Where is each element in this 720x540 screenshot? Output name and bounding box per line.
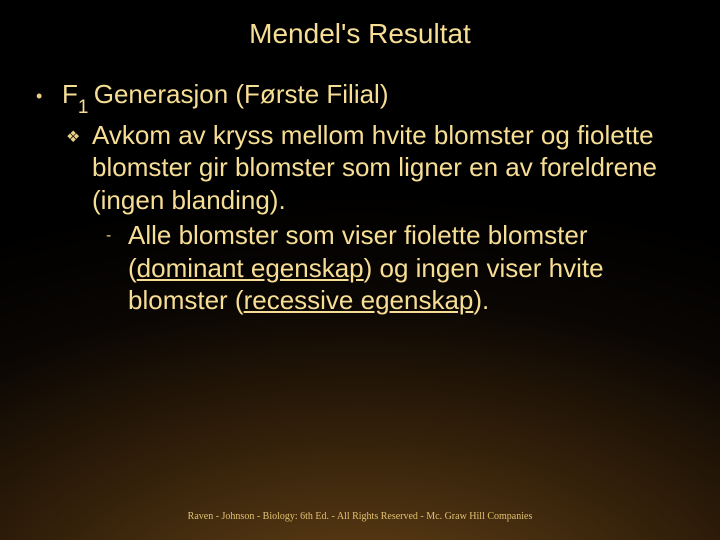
level-2-text: Avkom av kryss mellom hvite blomster og … <box>92 119 688 217</box>
slide-title: Mendel's Resultat <box>0 0 720 50</box>
underline-recessive: recessive egenskap <box>244 285 474 315</box>
level-3-body: Alle blomster som viser fiolette blomste… <box>128 219 688 317</box>
level-2-body: Avkom av kryss mellom hvite blomster og … <box>92 119 688 317</box>
level-1-heading: F1 Generasjon (Første Filial) <box>62 78 688 116</box>
slide-content: • F1 Generasjon (Første Filial) ❖ Avkom … <box>0 50 720 317</box>
bullet-level-2: ❖ Avkom av kryss mellom hvite blomster o… <box>62 119 688 317</box>
level-3-text: Alle blomster som viser fiolette blomste… <box>128 219 688 317</box>
heading-subscript: 1 <box>78 97 94 118</box>
bullet-level-3: - Alle blomster som viser fiolette bloms… <box>92 219 688 317</box>
underline-dominant: dominant egenskap <box>137 253 364 283</box>
slide-footer: Raven - Johnson - Biology: 6th Ed. - All… <box>0 511 720 522</box>
level-1-body: F1 Generasjon (Første Filial) ❖ Avkom av… <box>62 78 688 317</box>
diamond-bullet-icon: ❖ <box>62 119 92 147</box>
heading-pre: F <box>62 79 78 109</box>
dot-bullet-icon: • <box>32 78 62 107</box>
heading-post: Generasjon (Første Filial) <box>94 79 389 109</box>
bullet-level-1: • F1 Generasjon (Første Filial) ❖ Avkom … <box>32 78 688 317</box>
dash-bullet-icon: - <box>92 219 128 245</box>
seg3: ). <box>473 285 489 315</box>
